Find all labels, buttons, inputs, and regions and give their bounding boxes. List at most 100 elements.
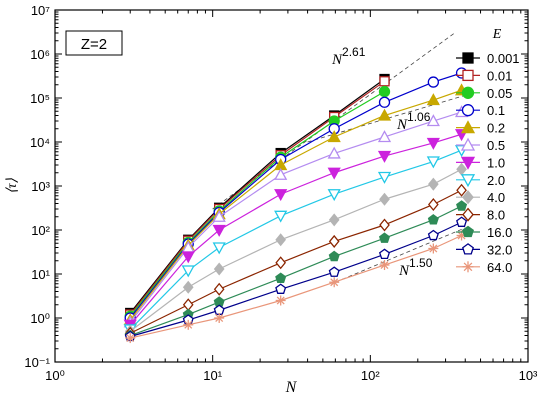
data-point	[328, 213, 340, 227]
y-tick-label: 10⁴	[30, 135, 50, 150]
x-axis-label: N	[285, 379, 298, 396]
data-point	[275, 295, 286, 306]
data-point	[378, 232, 391, 243]
legend-item: 16.0	[456, 225, 512, 240]
data-point	[378, 85, 391, 98]
series-line	[129, 149, 462, 330]
data-point	[275, 256, 287, 270]
data-point	[182, 298, 194, 312]
data-point	[456, 162, 467, 176]
legend-marker	[462, 207, 474, 222]
legend-item: 0.05	[456, 86, 512, 101]
data-point	[328, 234, 340, 248]
guide-line	[335, 227, 466, 283]
y-tick-label: 10⁵	[30, 91, 50, 106]
legend-label: 0.01	[487, 68, 512, 83]
series-line	[129, 89, 462, 321]
legend-label: 4.0	[487, 190, 505, 205]
guide-label: N1.06	[396, 110, 431, 133]
legend-marker	[461, 86, 475, 99]
legend-marker	[462, 225, 474, 238]
legend-item: 0.01	[456, 68, 512, 83]
data-point	[275, 233, 287, 247]
legend-title: E	[492, 27, 502, 42]
legend-label: 0.001	[487, 51, 520, 66]
legend-item: 0.001	[456, 51, 520, 66]
data-point	[327, 189, 341, 202]
series-0.5	[123, 105, 469, 328]
legend-label: 64.0	[487, 260, 512, 275]
data-point	[212, 209, 226, 222]
x-tick-label: 10⁰	[45, 368, 65, 383]
data-point	[125, 333, 136, 344]
data-point	[427, 229, 439, 241]
data-point	[329, 277, 340, 288]
legend-item: 1.0	[456, 155, 505, 170]
legend: E 0.001 0.01 0.05 0.1 0.2 0.5 1.0 2.0 4.0 8.0 16.0…	[456, 27, 520, 275]
data-point	[378, 248, 391, 260]
legend-item: 8.0	[456, 207, 505, 223]
legend-label: 1.0	[487, 155, 505, 170]
data-point	[379, 192, 390, 206]
data-point	[328, 266, 340, 277]
legend-item: 4.0	[456, 190, 505, 205]
legend-marker	[462, 190, 474, 205]
data-point	[377, 150, 392, 163]
y-tick-label: 10⁷	[31, 3, 50, 18]
series-1.0	[123, 129, 469, 332]
data-point	[379, 260, 390, 271]
data-point	[183, 319, 194, 330]
data-point	[426, 156, 440, 169]
inset-label: Z=2	[81, 36, 107, 53]
data-point	[428, 177, 439, 191]
data-point	[327, 130, 341, 143]
data-point	[182, 280, 194, 294]
data-point	[377, 130, 392, 143]
data-point	[213, 282, 225, 296]
data-point	[456, 183, 467, 197]
data-point	[212, 242, 226, 255]
data-point	[181, 265, 195, 278]
legend-label: 0.1	[487, 103, 505, 118]
legend-label: 0.5	[487, 138, 505, 153]
series-line	[129, 72, 462, 319]
legend-item: 2.0	[456, 173, 505, 188]
series-0.05	[124, 85, 391, 322]
legend-marker	[461, 104, 475, 117]
data-point	[214, 313, 225, 323]
series-line	[129, 78, 385, 314]
guide-label: N2.61	[331, 45, 366, 68]
legend-marker	[462, 261, 474, 273]
legend-label: 0.2	[487, 121, 505, 136]
legend-marker	[460, 137, 476, 151]
series-line	[130, 205, 462, 337]
legend-marker	[462, 52, 474, 64]
data-point	[377, 108, 392, 121]
legend-label: 0.05	[487, 86, 512, 101]
y-tick-label: 10⁻¹	[24, 355, 50, 370]
y-tick-label: 10³	[31, 179, 50, 194]
series-2.0	[123, 145, 469, 337]
guide-label: N1.50	[398, 256, 433, 279]
legend-item: 64.0	[456, 260, 512, 275]
series-line	[129, 91, 385, 317]
data-point	[328, 250, 340, 262]
legend-label: 16.0	[487, 225, 512, 240]
data-point	[456, 200, 468, 211]
legend-item: 0.5	[456, 137, 505, 153]
y-tick-label: 10¹	[31, 267, 50, 282]
series-line	[129, 189, 462, 334]
data-point	[275, 272, 287, 283]
y-axis-label: ⟨τ⟩	[5, 177, 20, 193]
data-point	[426, 137, 440, 150]
series-line	[130, 234, 462, 339]
data-point	[213, 262, 225, 276]
series-group	[123, 67, 469, 344]
data-point	[377, 171, 392, 184]
data-point	[212, 224, 226, 237]
legend-marker	[462, 69, 474, 82]
legend-item: 32.0	[456, 242, 512, 257]
series-32.0	[124, 216, 468, 342]
legend-marker	[462, 243, 474, 255]
